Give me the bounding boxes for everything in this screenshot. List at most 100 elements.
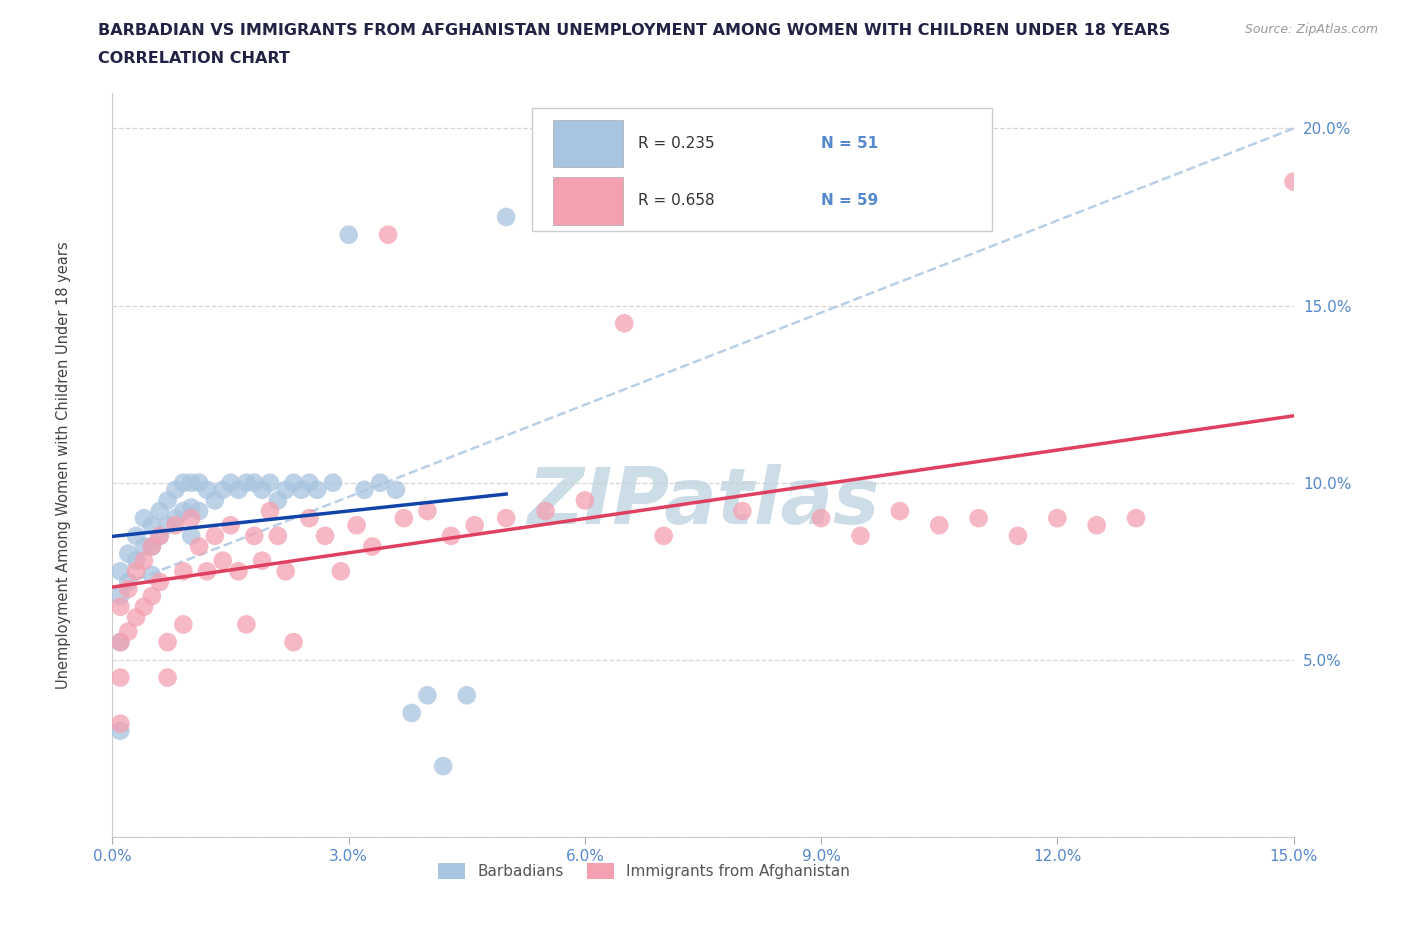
Point (274, 483, 297, 498)
Text: R = 0.658: R = 0.658 (638, 193, 714, 208)
Point (574, 493, 596, 508)
Point (377, 227, 399, 242)
Point (353, 483, 375, 498)
Point (432, 759, 454, 774)
Point (211, 553, 233, 568)
Point (195, 564, 218, 578)
Point (314, 528, 336, 543)
Point (228, 564, 250, 578)
Text: CORRELATION CHART: CORRELATION CHART (98, 51, 290, 66)
Point (298, 475, 321, 490)
Point (298, 511, 321, 525)
Point (1125, 511, 1147, 525)
FancyBboxPatch shape (553, 178, 623, 225)
Legend: Barbadians, Immigrants from Afghanistan: Barbadians, Immigrants from Afghanistan (432, 857, 856, 885)
Point (165, 518, 187, 533)
Point (368, 475, 391, 490)
Point (235, 475, 257, 490)
Point (110, 671, 132, 685)
Point (132, 599, 155, 614)
Point (259, 504, 281, 519)
Point (274, 564, 297, 578)
Point (156, 493, 179, 508)
Point (228, 483, 250, 498)
Point (440, 528, 463, 543)
Point (125, 564, 148, 578)
Point (188, 475, 211, 490)
Point (149, 575, 172, 590)
Point (283, 475, 305, 490)
Point (110, 724, 132, 738)
Point (117, 581, 139, 596)
Point (731, 504, 754, 519)
Point (110, 634, 132, 649)
Point (188, 539, 211, 554)
Point (180, 500, 202, 515)
Point (243, 475, 266, 490)
Point (172, 504, 194, 519)
Point (337, 227, 360, 242)
Point (307, 483, 329, 498)
Point (156, 634, 179, 649)
Point (259, 475, 281, 490)
Point (149, 528, 172, 543)
Point (401, 706, 423, 721)
Point (204, 493, 226, 508)
Point (110, 599, 132, 614)
Point (1282, 174, 1305, 189)
Point (250, 483, 273, 498)
Point (464, 518, 486, 533)
Point (141, 567, 163, 582)
Point (141, 539, 163, 554)
Point (125, 610, 148, 625)
Point (534, 504, 557, 519)
Point (361, 539, 384, 554)
Point (132, 553, 155, 568)
Point (250, 553, 273, 568)
Point (110, 716, 132, 731)
Point (110, 564, 132, 578)
Point (392, 511, 415, 525)
Point (180, 475, 202, 490)
Point (156, 518, 179, 533)
Point (889, 504, 911, 519)
Point (1007, 528, 1029, 543)
Point (928, 518, 950, 533)
Point (141, 589, 163, 604)
Point (329, 564, 352, 578)
Point (416, 688, 439, 703)
Point (141, 518, 163, 533)
Point (156, 671, 179, 685)
Point (172, 564, 194, 578)
Point (219, 518, 242, 533)
Point (110, 589, 132, 604)
Point (385, 483, 408, 498)
Point (219, 475, 242, 490)
Point (243, 528, 266, 543)
Point (132, 539, 155, 554)
Point (235, 617, 257, 631)
Point (810, 511, 832, 525)
Point (165, 483, 187, 498)
Point (195, 483, 218, 498)
Point (652, 528, 675, 543)
Point (495, 511, 517, 525)
Text: N = 59: N = 59 (821, 193, 879, 208)
Text: Source: ZipAtlas.com: Source: ZipAtlas.com (1244, 23, 1378, 36)
Point (495, 209, 517, 224)
FancyBboxPatch shape (553, 120, 623, 167)
Point (117, 575, 139, 590)
Point (110, 634, 132, 649)
Point (165, 511, 187, 525)
Text: Unemployment Among Women with Children Under 18 years: Unemployment Among Women with Children U… (56, 241, 70, 689)
FancyBboxPatch shape (531, 108, 993, 231)
Point (967, 511, 990, 525)
Point (180, 511, 202, 525)
Point (456, 688, 478, 703)
Point (149, 504, 172, 519)
Point (290, 483, 312, 498)
Point (211, 483, 233, 498)
Point (117, 624, 139, 639)
Point (141, 539, 163, 554)
Point (322, 475, 344, 490)
